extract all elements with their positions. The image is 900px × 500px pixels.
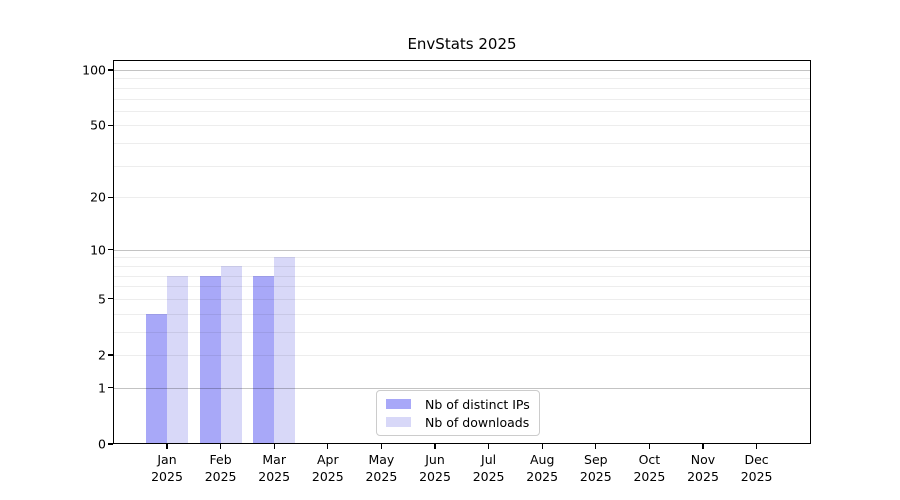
x-axis-tick-label: Apr 2025: [311, 452, 344, 484]
gridline-major: [113, 249, 811, 251]
y-axis-tick-label: 20: [90, 189, 106, 205]
x-axis-tick-label: Jun 2025: [419, 452, 451, 484]
y-axis-tick-label: 10: [90, 242, 106, 258]
grid-layer: [113, 60, 811, 444]
gridline-minor: [113, 165, 811, 167]
y-axis-tick: [108, 354, 113, 356]
x-axis-tick-label: Aug 2025: [526, 452, 559, 484]
x-axis-tick-label: Feb 2025: [204, 452, 237, 484]
gridline-minor: [113, 143, 811, 144]
legend: Nb of distinct IPs Nb of downloads: [376, 390, 540, 436]
gridline-minor: [113, 313, 811, 315]
chart-title: EnvStats 2025: [407, 35, 517, 53]
gridline-minor: [113, 98, 811, 100]
bar-distinct-ips: [146, 313, 167, 444]
x-axis-tick: [648, 444, 651, 449]
gridline-minor: [113, 275, 811, 277]
y-axis-tick: [108, 196, 113, 198]
bar-downloads: [220, 265, 242, 444]
x-axis-tick-label: Mar 2025: [258, 452, 291, 484]
gridline-minor: [113, 298, 811, 300]
y-axis-tick: [108, 249, 113, 251]
gridline-minor: [113, 125, 811, 127]
x-axis-tick-label: Oct 2025: [633, 452, 666, 484]
gridline-major: [113, 70, 811, 71]
x-axis-tick-label: Sep 2025: [579, 452, 612, 484]
gridline-minor: [113, 197, 811, 199]
legend-row-downloads: Nb of downloads: [386, 414, 529, 430]
bars-layer: [113, 60, 811, 444]
bar-distinct-ips: [199, 275, 221, 444]
x-axis-tick-label: Jan 2025: [151, 452, 183, 484]
x-axis-tick: [595, 444, 597, 449]
y-axis-tick: [108, 69, 113, 71]
legend-label-downloads: Nb of downloads: [425, 414, 530, 430]
x-axis-tick-label: Jul 2025: [472, 452, 505, 484]
gridline-major: [113, 387, 811, 389]
bar-distinct-ips: [253, 275, 275, 444]
bar-downloads: [167, 275, 188, 444]
y-axis-tick: [108, 298, 113, 300]
y-axis-tick: [108, 443, 113, 445]
x-axis-tick: [541, 444, 543, 449]
x-axis-tick-label: Dec 2025: [740, 452, 773, 484]
y-axis-tick: [108, 387, 113, 389]
y-axis-tick-label: 5: [98, 291, 106, 307]
x-axis-tick: [273, 444, 275, 449]
y-axis-tick-label: 1: [98, 380, 106, 396]
x-axis-tick: [166, 444, 168, 449]
legend-label-distinct-ips: Nb of distinct IPs: [425, 396, 530, 412]
x-axis-tick: [702, 444, 704, 449]
y-axis-tick-label: 2: [98, 347, 106, 363]
gridline-minor: [113, 110, 811, 112]
legend-swatch-distinct-ips: [386, 399, 411, 409]
x-axis-tick: [327, 444, 329, 449]
gridline-minor: [113, 286, 811, 288]
bar-downloads: [274, 257, 296, 444]
gridline-minor: [113, 265, 811, 267]
x-axis-tick: [756, 444, 758, 449]
x-axis-tick: [434, 444, 436, 449]
gridline-minor: [113, 355, 811, 356]
x-axis-tick-label: Nov 2025: [687, 452, 719, 484]
y-axis-tick-label: 0: [98, 436, 106, 452]
x-axis-tick: [488, 444, 490, 449]
y-axis-tick: [108, 124, 113, 126]
x-axis-tick: [219, 444, 222, 449]
x-axis-tick: [380, 444, 383, 449]
gridline-minor: [113, 331, 811, 333]
legend-row-distinct-ips: Nb of distinct IPs: [386, 396, 530, 412]
x-axis-tick-label: May 2025: [365, 452, 398, 484]
gridline-minor: [113, 87, 811, 89]
y-axis-tick-label: 50: [90, 117, 106, 133]
y-axis-tick-label: 100: [82, 62, 106, 78]
gridline-minor: [113, 78, 811, 80]
legend-swatch-downloads: [386, 417, 411, 427]
gridline-minor: [113, 257, 811, 259]
